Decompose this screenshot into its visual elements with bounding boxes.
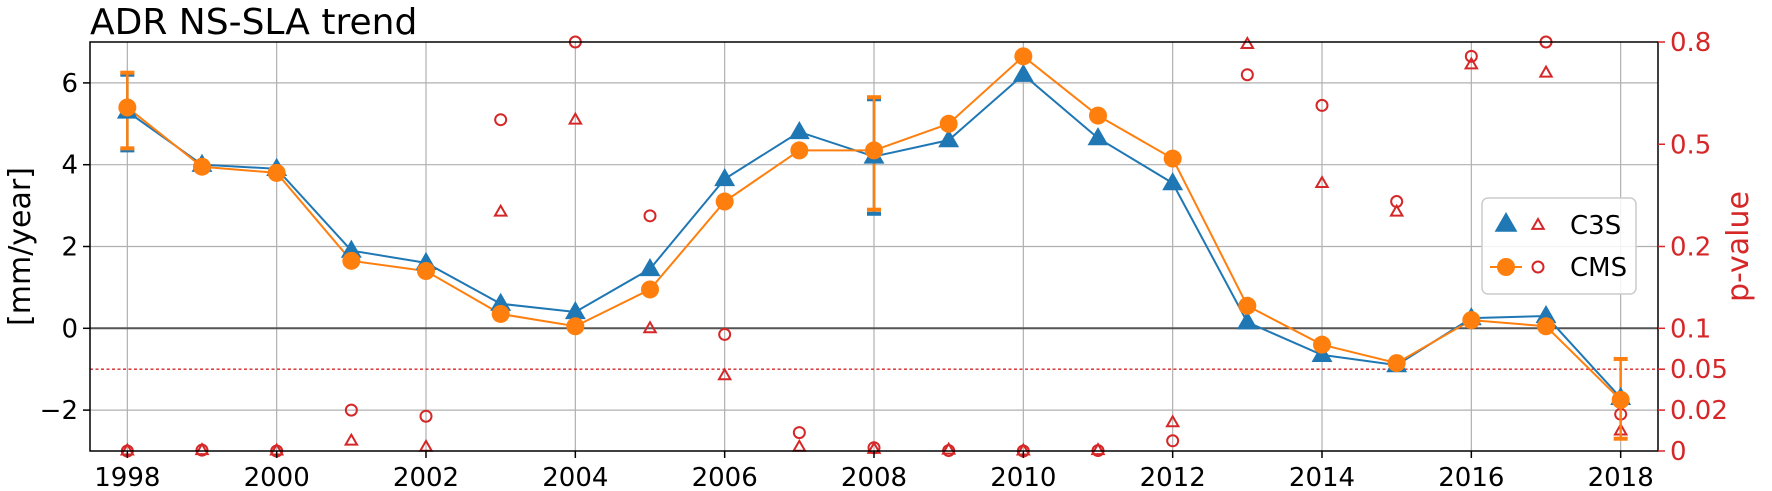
c3s-pvalue-marker bbox=[493, 203, 509, 217]
c3s-pvalue-marker bbox=[1239, 36, 1255, 49]
c3s-pvalue-marker bbox=[1314, 175, 1330, 189]
c3s-point bbox=[490, 292, 512, 311]
c3s-pvalue-marker bbox=[1538, 64, 1554, 78]
x-tick-label: 2016 bbox=[1438, 463, 1504, 491]
y2-tick-label: 0.8 bbox=[1670, 28, 1711, 58]
c3s-point bbox=[788, 120, 810, 140]
y-tick-label: 0 bbox=[61, 314, 78, 344]
cms-pvalue-marker bbox=[1464, 49, 1478, 63]
legend-c3s-pvalue-marker bbox=[1530, 216, 1546, 230]
x-tick-label: 2006 bbox=[692, 463, 758, 491]
cms-pvalue-marker bbox=[195, 443, 209, 457]
c3s-pvalue-marker bbox=[642, 320, 658, 334]
c3s-point bbox=[938, 129, 960, 148]
cms-pvalue-marker bbox=[1240, 68, 1254, 82]
cms-pvalue-marker bbox=[344, 403, 358, 417]
y2-tick-label: 0.02 bbox=[1670, 396, 1728, 426]
c3s-pvalue-marker bbox=[1389, 203, 1405, 217]
cms-pvalue-marker bbox=[1315, 98, 1329, 112]
c3s-pvalue-marker bbox=[1463, 56, 1479, 70]
cms-point bbox=[1462, 311, 1481, 330]
cms-pvalue-marker bbox=[419, 409, 433, 423]
cms-point bbox=[566, 317, 585, 336]
cms-pvalue-marker bbox=[718, 327, 732, 341]
legend-label-cms: CMS bbox=[1570, 253, 1627, 283]
y-tick-label: 6 bbox=[61, 69, 78, 99]
c3s-point bbox=[714, 168, 736, 187]
y-axis-label: [mm/year] bbox=[3, 167, 38, 326]
cms-point bbox=[1611, 390, 1630, 409]
cms-point bbox=[491, 304, 510, 323]
chart-title: ADR NS-SLA trend bbox=[90, 2, 417, 43]
legend: C3S CMS bbox=[1481, 197, 1637, 295]
y-tick-label: −2 bbox=[40, 396, 78, 426]
y2-tick-label: 0 bbox=[1670, 437, 1687, 467]
c3s-pvalue-marker bbox=[1165, 414, 1181, 428]
y-tick-label: 4 bbox=[61, 151, 78, 181]
cms-point bbox=[715, 192, 734, 211]
legend-label-c3s: C3S bbox=[1570, 211, 1621, 241]
cms-pvalue-marker bbox=[494, 113, 508, 127]
cms-point bbox=[1238, 296, 1257, 315]
cms-point bbox=[865, 141, 883, 160]
c3s-pvalue-marker bbox=[941, 441, 957, 455]
c3s-point bbox=[1012, 63, 1034, 82]
y2-tick-label: 0.05 bbox=[1670, 355, 1728, 385]
c3s-point bbox=[564, 300, 586, 320]
cms-point bbox=[1089, 106, 1107, 125]
x-tick-label: 2008 bbox=[841, 463, 907, 491]
cms-point bbox=[641, 280, 659, 299]
legend-c3s-marker bbox=[1494, 212, 1518, 232]
x-tick-label: 2018 bbox=[1588, 463, 1654, 491]
x-tick-label: 2000 bbox=[244, 463, 310, 491]
legend-cms-pvalue-marker bbox=[1531, 260, 1545, 274]
c3s-point bbox=[1087, 127, 1109, 146]
plot-area: 1998 2000 2002 2004 2006 2008 2010 2012 2014 2016… bbox=[40, 28, 1728, 491]
c3s-pvalue-marker bbox=[791, 438, 807, 452]
cms-pvalue-marker bbox=[643, 209, 657, 223]
cms-point bbox=[1313, 335, 1331, 354]
cms-point bbox=[939, 114, 958, 133]
cms-point bbox=[1387, 354, 1406, 373]
y2-tick-label: 0.2 bbox=[1670, 233, 1711, 263]
y2-axis-label: p-value bbox=[1721, 191, 1756, 302]
y2-tick-label: 0.5 bbox=[1670, 130, 1711, 160]
c3s-pvalue-marker bbox=[1090, 442, 1106, 456]
cms-point bbox=[1163, 149, 1182, 168]
x-tick-label: 2012 bbox=[1140, 463, 1206, 491]
cms-pvalue-marker bbox=[1166, 434, 1180, 448]
c3s-point bbox=[1162, 172, 1184, 191]
cms-point bbox=[1014, 47, 1033, 66]
y-tick-label: 2 bbox=[61, 233, 78, 263]
cms-point bbox=[417, 262, 435, 281]
cms-pvalue-marker bbox=[1390, 195, 1404, 209]
c3s-point bbox=[1236, 311, 1258, 330]
c3s-point bbox=[639, 257, 661, 277]
c3s-pvalue-marker bbox=[567, 111, 583, 125]
legend-box bbox=[1481, 197, 1637, 295]
cms-point bbox=[1537, 317, 1555, 336]
c3s-point bbox=[1535, 305, 1557, 324]
x-tick-label: 2004 bbox=[542, 463, 608, 491]
x-tick-label: 2002 bbox=[393, 463, 459, 491]
cms-point bbox=[193, 157, 211, 176]
cms-point bbox=[267, 163, 286, 182]
cms-point bbox=[342, 251, 361, 270]
c3s-pvalue-marker bbox=[343, 432, 359, 446]
x-tick-label: 1998 bbox=[94, 463, 160, 491]
legend-cms-marker bbox=[1497, 258, 1515, 276]
cms-pvalue-marker bbox=[792, 426, 806, 440]
cms-point bbox=[790, 141, 809, 160]
c3s-pvalue-marker bbox=[717, 367, 733, 381]
x-tick-label: 2010 bbox=[990, 463, 1056, 491]
cms-point bbox=[118, 98, 137, 117]
c3s-pvalue-marker bbox=[194, 442, 210, 456]
c3s-point bbox=[340, 239, 362, 258]
y2-tick-label: 0.1 bbox=[1670, 314, 1711, 344]
x-tick-label: 2014 bbox=[1289, 463, 1355, 491]
